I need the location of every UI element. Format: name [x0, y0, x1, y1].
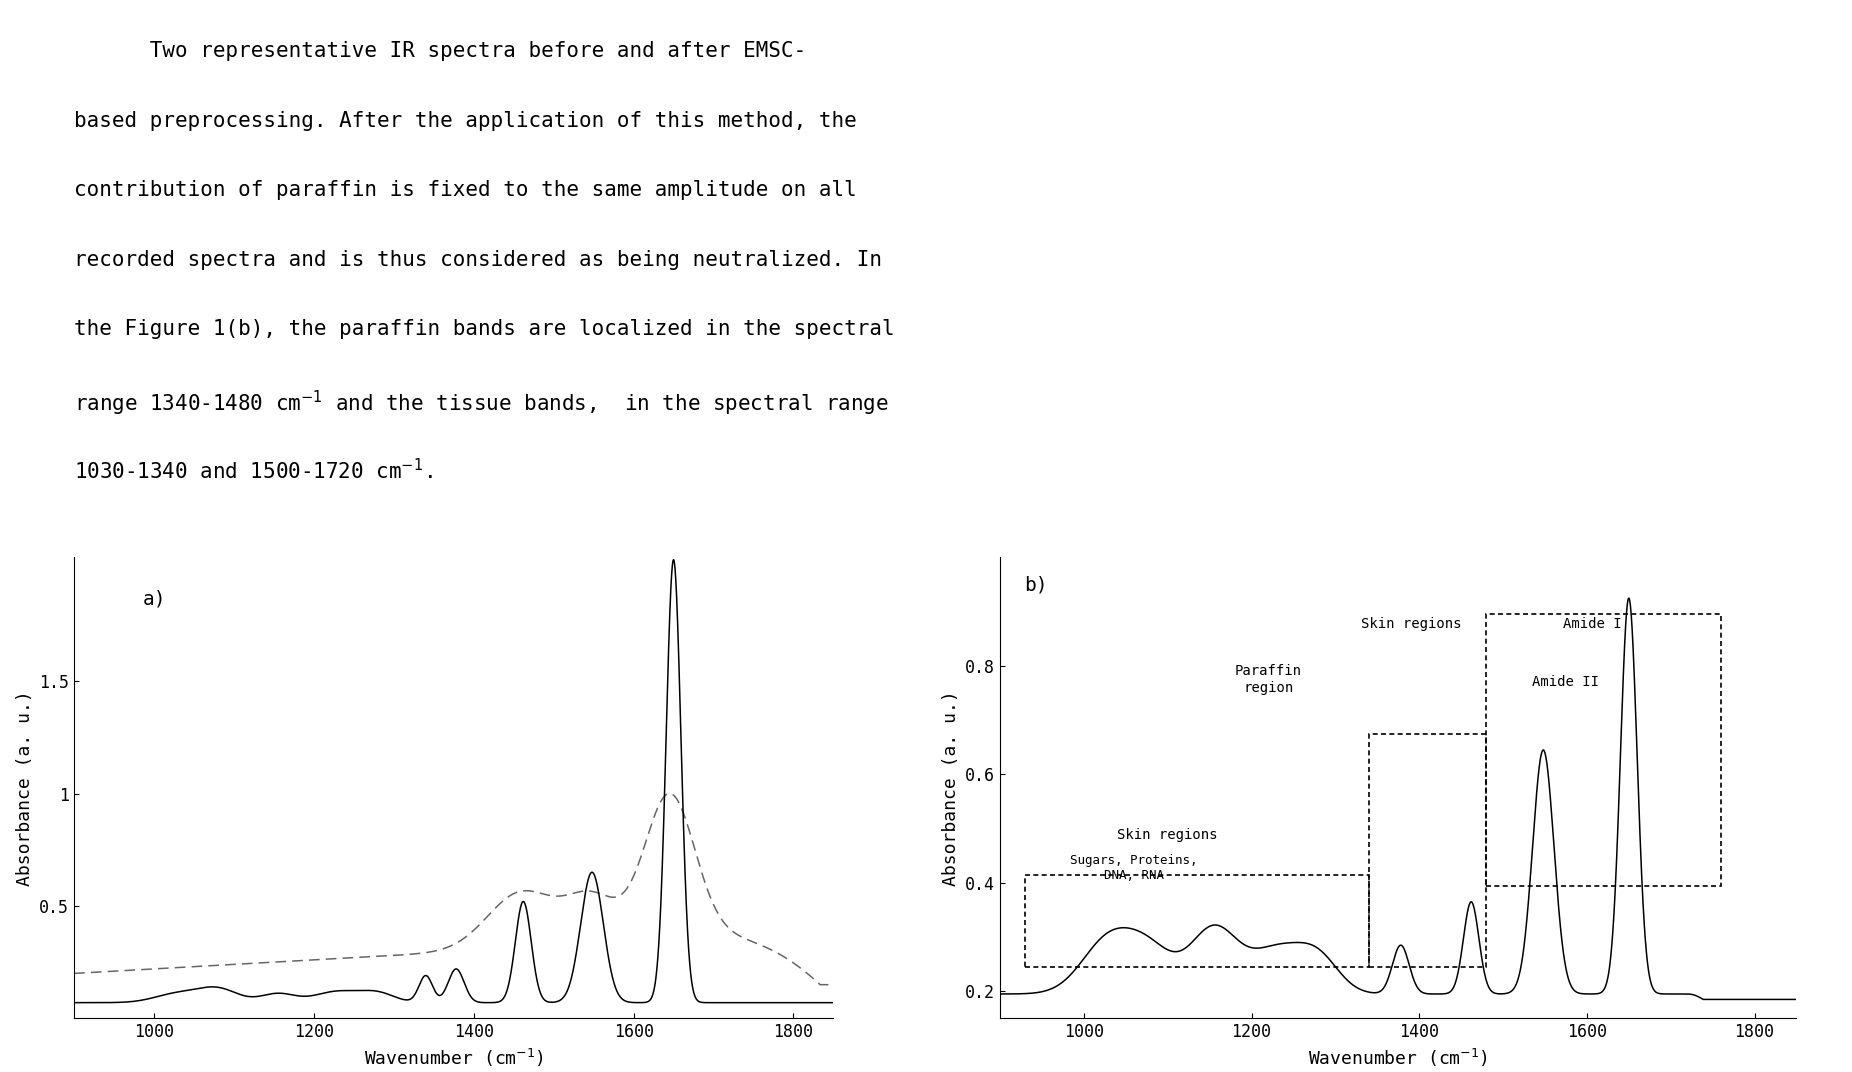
Text: the Figure 1(b), the paraffin bands are localized in the spectral: the Figure 1(b), the paraffin bands are …	[74, 319, 895, 339]
Bar	[1026, 875, 1369, 967]
X-axis label: Wavenumber (cm$^{-1}$): Wavenumber (cm$^{-1}$)	[1308, 1047, 1489, 1069]
Text: Paraffin
region: Paraffin region	[1235, 665, 1302, 695]
Bar	[1487, 614, 1721, 885]
Text: Skin regions: Skin regions	[1361, 617, 1461, 631]
Text: based preprocessing. After the application of this method, the: based preprocessing. After the applicati…	[74, 110, 857, 131]
Text: 1030-1340 and 1500-1720 cm$^{-1}$.: 1030-1340 and 1500-1720 cm$^{-1}$.	[74, 458, 433, 483]
Text: Sugars, Proteins,
DNA, RNA: Sugars, Proteins, DNA, RNA	[1070, 853, 1198, 881]
Text: Amide II: Amide II	[1532, 675, 1600, 689]
Text: a): a)	[143, 590, 167, 609]
X-axis label: Wavenumber (cm$^{-1}$): Wavenumber (cm$^{-1}$)	[363, 1047, 544, 1069]
Text: Two representative IR spectra before and after EMSC-: Two representative IR spectra before and…	[74, 41, 806, 61]
Text: Amide I: Amide I	[1563, 617, 1622, 631]
Text: range 1340-1480 cm$^{-1}$ and the tissue bands,  in the spectral range: range 1340-1480 cm$^{-1}$ and the tissue…	[74, 388, 889, 418]
Bar	[1369, 733, 1487, 967]
Text: contribution of paraffin is fixed to the same amplitude on all: contribution of paraffin is fixed to the…	[74, 180, 857, 200]
Text: b): b)	[1024, 576, 1048, 595]
Y-axis label: Absorbance (a. u.): Absorbance (a. u.)	[15, 690, 33, 885]
Text: recorded spectra and is thus considered as being neutralized. In: recorded spectra and is thus considered …	[74, 250, 882, 269]
Text: Skin regions: Skin regions	[1117, 828, 1219, 843]
Y-axis label: Absorbance (a. u.): Absorbance (a. u.)	[941, 690, 959, 885]
